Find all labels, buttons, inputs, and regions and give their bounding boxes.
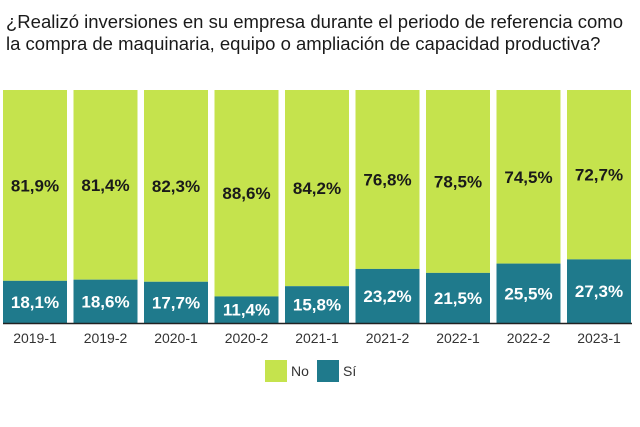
bar-no-2022-1	[426, 90, 490, 273]
x-tick-label-2020-2: 2020-2	[225, 330, 269, 346]
data-label-si-2019-1: 18,1%	[11, 293, 59, 312]
x-tick-label-2021-1: 2021-1	[295, 330, 339, 346]
bar-group-2021-2: 76,8% 23,2%	[355, 90, 420, 323]
data-label-si-2023-1: 27,3%	[575, 282, 623, 301]
data-label-no-2020-1: 82,3%	[152, 177, 200, 196]
x-tick-label-2023-1: 2023-1	[577, 330, 621, 346]
bar-no-2020-1	[144, 90, 208, 282]
data-label-no-2022-2: 74,5%	[504, 168, 552, 187]
bar-si-2021-2	[355, 268, 420, 323]
x-tick-label-2022-2: 2022-2	[507, 330, 551, 346]
bar-si-2019-2	[73, 279, 138, 323]
bar-si-2019-1	[3, 280, 67, 323]
bar-si-2022-2	[496, 263, 561, 323]
data-label-no-2023-1: 72,7%	[575, 166, 623, 185]
bar-si-2022-1	[426, 272, 490, 323]
bars-group: 81,9% 18,1% 81,4% 18,6% 82,3% 17,7% 88,6% 11,4%…	[3, 90, 631, 323]
bar-no-2021-2	[355, 90, 420, 269]
bar-no-2021-1	[285, 90, 349, 287]
legend-swatch-si	[317, 360, 339, 382]
legend-label-si: Sí	[343, 363, 356, 379]
bar-group-2020-1: 82,3% 17,7%	[144, 90, 208, 323]
x-tick-label-2019-2: 2019-2	[84, 330, 128, 346]
bar-group-2022-2: 74,5% 25,5%	[496, 90, 561, 323]
bar-group-2023-1: 72,7% 27,3%	[567, 90, 631, 323]
bar-group-2021-1: 84,2% 15,8%	[285, 90, 349, 323]
bar-group-2022-1: 78,5% 21,5%	[426, 90, 490, 323]
bar-group-2019-1: 81,9% 18,1%	[3, 90, 67, 323]
data-label-no-2020-2: 88,6%	[222, 184, 270, 203]
legend-swatch-no	[265, 360, 287, 382]
data-label-no-2019-2: 81,4%	[81, 176, 129, 195]
x-tick-label-2020-1: 2020-1	[154, 330, 198, 346]
bar-no-2022-2	[496, 90, 561, 264]
data-label-si-2022-2: 25,5%	[504, 284, 552, 303]
bar-si-2020-1	[144, 281, 208, 323]
bar-group-2019-2: 81,4% 18,6%	[73, 90, 138, 323]
x-tick-label-2021-2: 2021-2	[366, 330, 410, 346]
bar-group-2020-2: 88,6% 11,4%	[214, 90, 279, 323]
data-label-si-2020-1: 17,7%	[152, 293, 200, 312]
x-axis-ticks: 2019-1 2019-2 2020-1 2020-2 2021-1 2021-2 2022…	[13, 330, 621, 346]
bar-no-2019-1	[3, 90, 67, 281]
data-label-no-2021-2: 76,8%	[363, 170, 411, 189]
data-label-si-2019-2: 18,6%	[81, 292, 129, 311]
legend-item-si: Sí	[317, 360, 356, 382]
legend: No Sí	[265, 360, 356, 382]
bar-si-2021-1	[285, 286, 349, 323]
bar-no-2023-1	[567, 90, 631, 260]
data-label-no-2021-1: 84,2%	[293, 179, 341, 198]
data-label-si-2020-2: 11,4%	[223, 301, 270, 320]
data-label-no-2022-1: 78,5%	[434, 172, 482, 191]
legend-label-no: No	[291, 363, 309, 379]
bar-no-2019-2	[73, 90, 138, 280]
data-label-si-2022-1: 21,5%	[434, 289, 482, 308]
data-label-si-2021-1: 15,8%	[293, 296, 341, 315]
x-tick-label-2019-1: 2019-1	[13, 330, 57, 346]
bar-si-2023-1	[567, 259, 631, 323]
chart-title: ¿Realizó inversiones en su empresa duran…	[6, 11, 624, 54]
legend-item-no: No	[265, 360, 309, 382]
bar-si-2020-2	[214, 296, 279, 323]
bar-no-2020-2	[214, 90, 279, 297]
data-label-si-2021-2: 23,2%	[363, 287, 411, 306]
data-label-no-2019-1: 81,9%	[11, 176, 59, 195]
x-tick-label-2022-1: 2022-1	[436, 330, 480, 346]
